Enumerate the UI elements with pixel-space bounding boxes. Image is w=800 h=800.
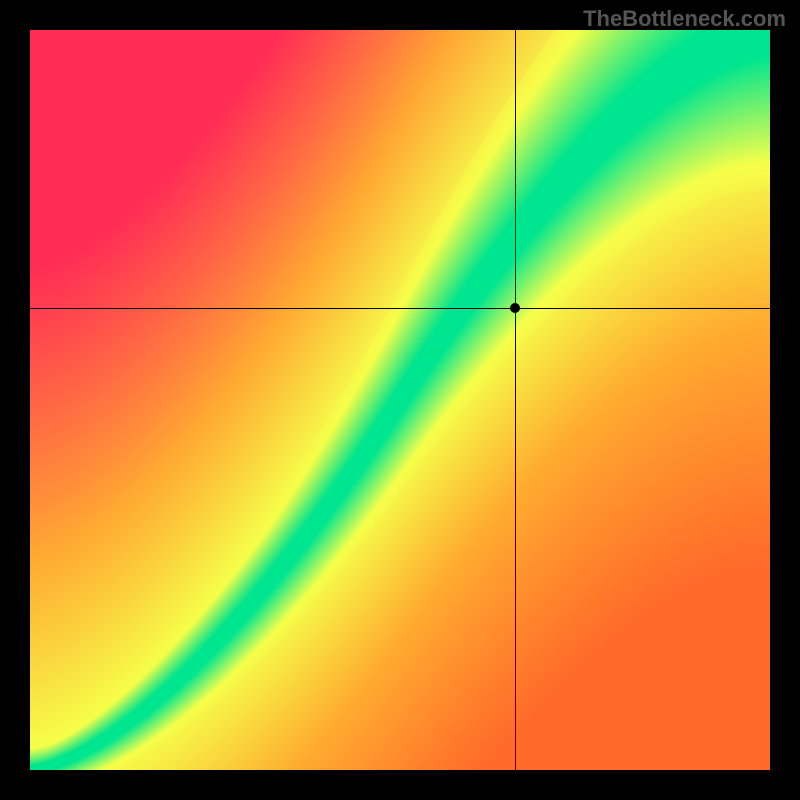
crosshair-marker [510, 303, 520, 313]
crosshair-horizontal [30, 308, 770, 309]
plot-area [30, 30, 770, 770]
chart-container: TheBottleneck.com [0, 0, 800, 800]
watermark-text: TheBottleneck.com [583, 6, 786, 32]
crosshair-vertical [515, 30, 516, 770]
heatmap-canvas [30, 30, 770, 770]
